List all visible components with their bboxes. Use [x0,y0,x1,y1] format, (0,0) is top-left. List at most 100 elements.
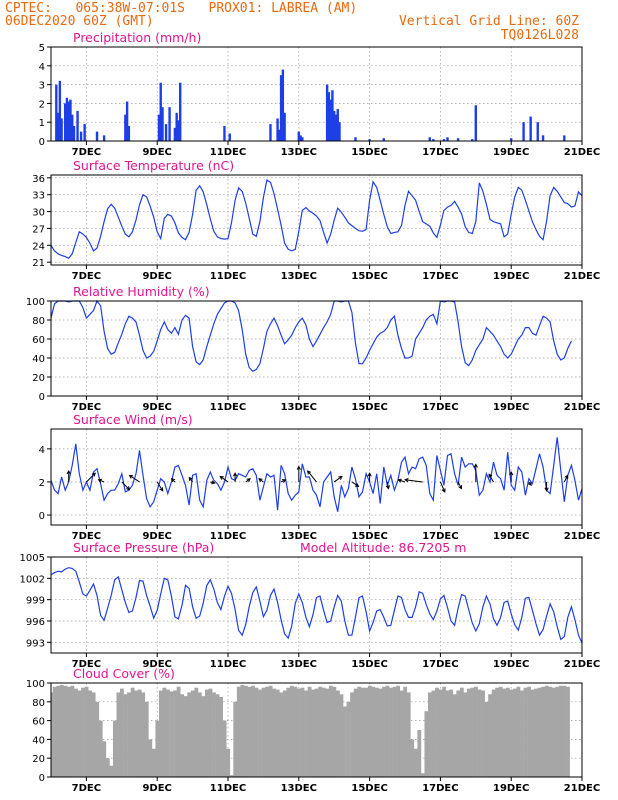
cloud-bar [495,687,500,777]
panel-2: 21 24 27 30 33 36 7DEC 9DEC 11DEC 13DEC 15DEC 17DEC… [32,158,600,282]
precip-bar [522,122,525,141]
wind-vector-head [170,477,176,483]
precip-bar [281,69,285,141]
x-tick-label: 15DEC [351,659,387,670]
precip-bar [510,138,513,141]
cloud-bar [470,687,475,777]
wind-vector-head [91,472,96,477]
cloud-bar [484,701,489,777]
cloud-bar [307,686,312,777]
cloud-bar [215,694,220,777]
cloud-bar [474,686,478,777]
header-station-line: CPTEC: 065:38W-07:01S PROX01: LABREA (AM… [5,1,358,16]
y-tick-label: 993 [26,638,45,649]
cloud-bar [251,685,255,777]
y-tick-label: 0 [39,511,45,522]
precip-bar [456,138,460,141]
x-tick-label: 9DEC [142,659,171,670]
x-tick-label: 7DEC [72,402,101,413]
cloud-bar [541,686,546,777]
series-line [50,179,583,260]
cloud-bar [488,694,493,777]
precip-bar [63,103,67,141]
x-tick-label: 11DEC [210,271,246,282]
panel-title: Surface Wind (m/s) [73,412,193,427]
x-tick-label: 19DEC [493,783,529,794]
precip-bar [299,135,302,141]
y-tick-label: 999 [26,596,45,607]
precip-bar [329,99,332,141]
cloud-bar [173,690,177,777]
wind-vector-head [219,475,224,480]
cloud-bar [222,720,227,777]
cloud-bar [127,692,131,777]
cloud-bar [226,748,231,777]
y-tick-label: 0 [39,392,45,403]
cloud-bar [477,689,482,777]
precip-bar [536,122,539,141]
y-tick-label: 2 [39,478,45,489]
cloud-bar [183,696,188,777]
precip-bar [69,99,72,141]
y-tick-label: 27 [32,224,45,235]
cloud-bar [343,706,347,777]
y-tick-label: 5 [39,43,45,54]
cloud-bar [314,688,319,777]
cloud-bar [520,690,524,777]
cloud-bar [297,688,301,777]
x-tick-label: 11DEC [210,147,246,158]
x-tick-label: 21DEC [564,271,600,282]
cloud-bar [332,686,337,777]
cloud-bar [141,692,146,777]
precip-bar [56,112,60,141]
cloud-bar [282,690,287,777]
cloud-bar [201,696,206,777]
cloud-bar [498,686,503,777]
precip-bar [159,82,162,141]
cloud-bar [204,689,209,777]
cloud-bar [137,689,142,777]
y-tick-label: 80 [32,698,45,709]
cloud-bar [95,701,100,777]
y-tick-label: 24 [32,241,45,252]
panel-frame [50,300,583,397]
precip-bar [76,110,79,141]
cloud-bar [51,692,54,777]
cloud-bar [208,688,213,777]
cloud-bar [229,775,234,777]
cloud-bar [551,687,556,777]
y-tick-label: 40 [32,354,45,365]
cloud-bar [120,688,124,777]
x-tick-label: 15DEC [351,402,387,413]
precip-bar [58,80,62,141]
precip-bar [279,75,283,141]
x-tick-label: 19DEC [493,659,529,670]
panel-title: Surface Pressure (hPa) [73,540,214,555]
x-tick-label: 15DEC [351,531,387,542]
panel-1: 0 1 2 3 4 5 7DEC 9DEC 11DEC 13DEC 15DEC 17DEC 19DEC 2… [39,30,601,158]
cloud-bar [558,685,563,777]
precip-bar [338,122,341,141]
x-tick-label: 9DEC [142,402,171,413]
cloud-bar [151,748,156,777]
chart-header: CPTEC: 065:38W-07:01S PROX01: LABREA (AM… [0,0,618,46]
precip-bar [269,124,272,141]
cloud-bar [194,687,199,777]
cloud-bar [371,686,376,777]
wind-vector-head [458,485,462,490]
cloud-bar [240,684,245,777]
wind-vector [351,481,359,487]
series-line [50,567,583,644]
wind-vector-head [509,471,514,476]
precip-bar [529,116,532,141]
cloud-bar [527,686,531,777]
cloud-bar [530,689,535,777]
panel-title: Relative Humidity (%) [73,284,210,299]
cloud-bar [466,688,471,777]
wind-vector-head [211,480,216,485]
cloud-bar [162,687,167,777]
precip-bar [301,137,304,141]
wind-vector-head [473,463,478,468]
wind-vector [405,479,423,483]
cloud-bar [109,765,114,777]
